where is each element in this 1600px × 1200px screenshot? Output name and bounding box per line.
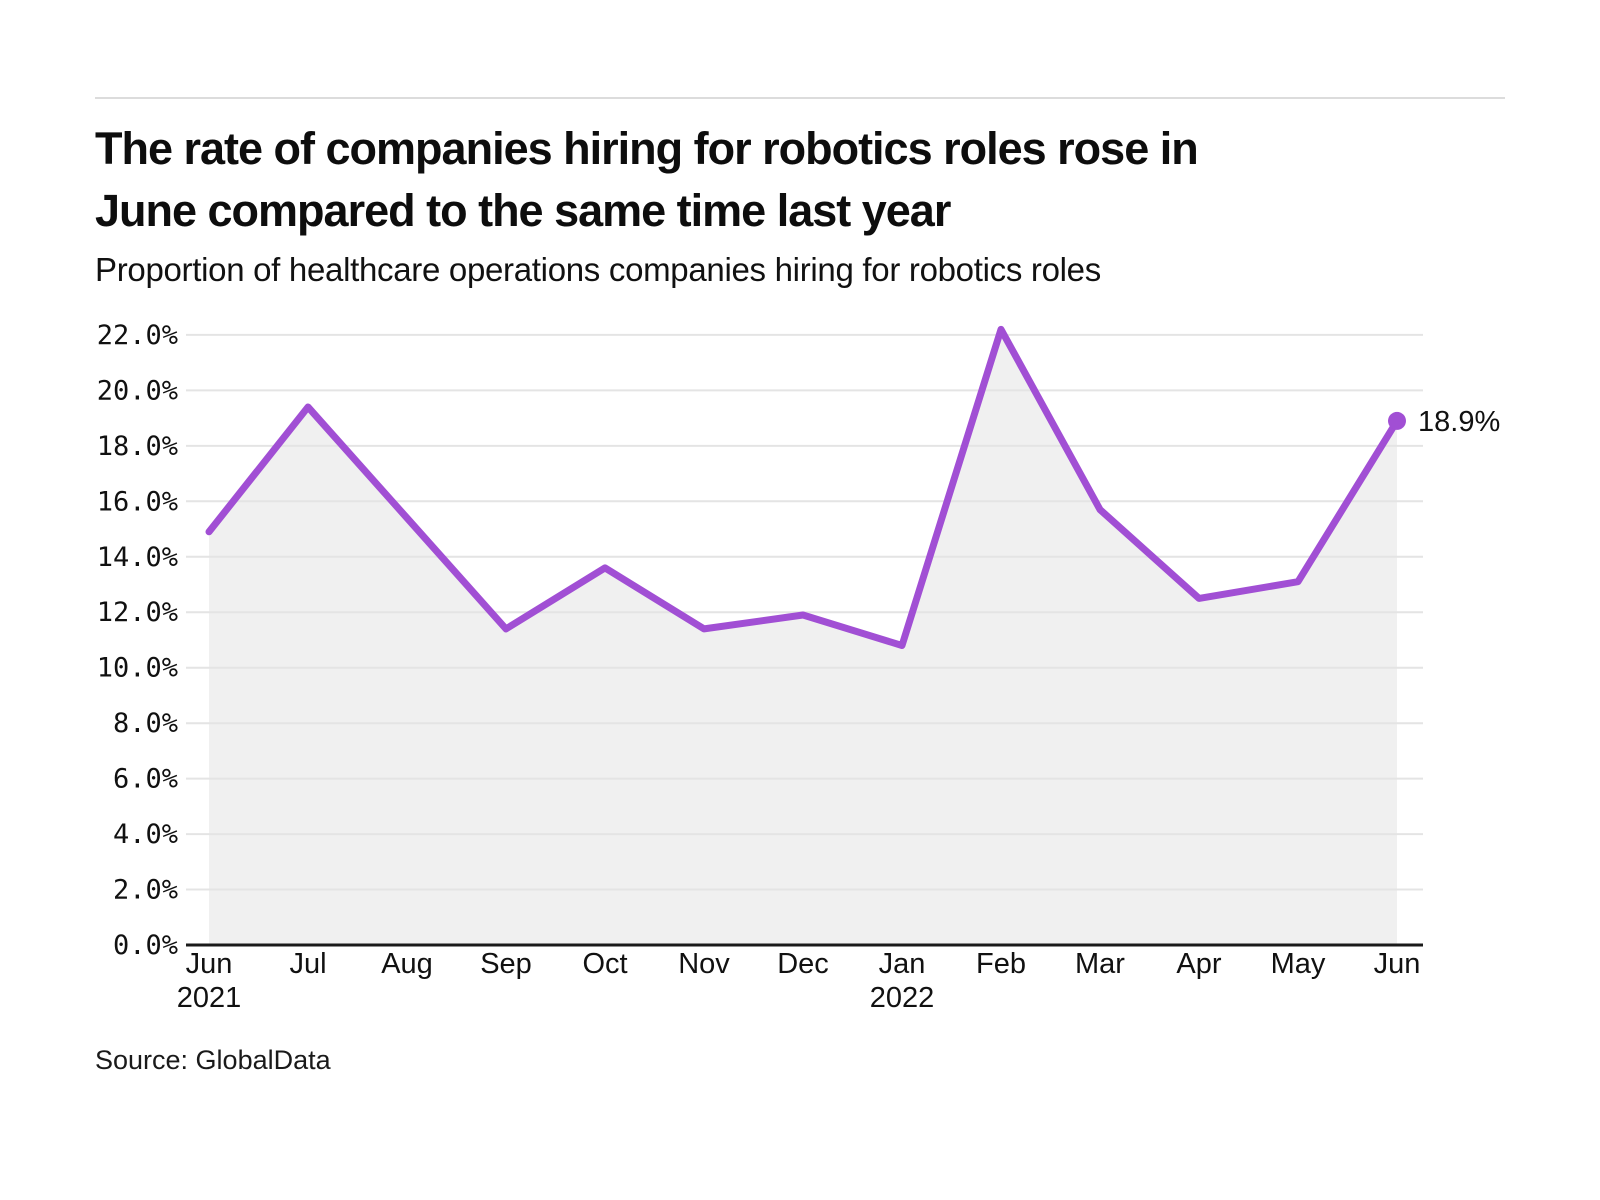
x-tick-label: Jun	[1374, 948, 1421, 980]
y-tick-label: 20.0%	[97, 375, 178, 406]
x-tick-label: May	[1271, 948, 1326, 980]
year-label: 2022	[870, 982, 935, 1014]
y-tick-label: 14.0%	[97, 542, 178, 573]
y-tick-label: 4.0%	[113, 819, 178, 850]
x-tick-label: Aug	[381, 948, 433, 980]
x-tick-label: Dec	[777, 948, 829, 980]
year-label: 2021	[177, 982, 242, 1014]
y-tick-label: 2.0%	[113, 875, 178, 906]
y-tick-label: 22.0%	[97, 320, 178, 351]
top-divider	[95, 97, 1505, 99]
y-tick-label: 18.0%	[97, 431, 178, 462]
x-tick-label: Jul	[289, 948, 326, 980]
y-tick-label: 0.0%	[113, 930, 178, 961]
data-line	[205, 325, 1401, 649]
x-tick-label: Mar	[1075, 948, 1125, 980]
x-tick-label: Oct	[582, 948, 627, 980]
page-title: The rate of companies hiring for robotic…	[95, 118, 1199, 242]
page-title-line2: June compared to the same time last year	[95, 185, 951, 236]
x-tick-label: Feb	[976, 948, 1026, 980]
chart-area-fill	[209, 329, 1397, 945]
end-point-label: 18.9%	[1418, 406, 1500, 438]
x-tick-label: Jun	[186, 948, 233, 980]
x-tick-label: Sep	[480, 948, 532, 980]
y-tick-label: 8.0%	[113, 708, 178, 739]
source-note: Source: GlobalData	[95, 1045, 331, 1075]
x-tick-label: Apr	[1176, 948, 1221, 980]
y-tick-label: 16.0%	[97, 486, 178, 517]
chart-subtitle: Proportion of healthcare operations comp…	[95, 251, 1101, 288]
page-title-line1: The rate of companies hiring for robotic…	[95, 123, 1199, 174]
y-tick-label: 10.0%	[97, 653, 178, 684]
y-tick-label: 6.0%	[113, 764, 178, 795]
end-point-dot	[1388, 411, 1406, 430]
x-tick-label: Jan	[879, 948, 926, 980]
x-tick-label: Nov	[678, 948, 730, 980]
y-tick-label: 12.0%	[97, 597, 178, 628]
